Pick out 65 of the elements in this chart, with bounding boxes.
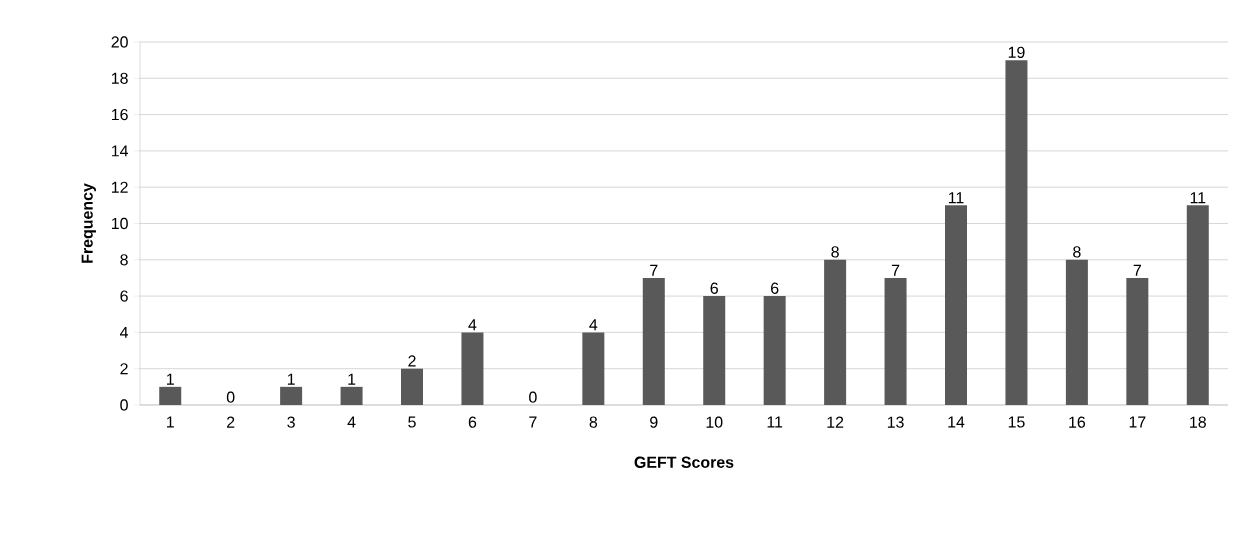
y-tick-label: 14: [111, 145, 129, 157]
data-label: 4: [589, 319, 598, 331]
x-tick-label: 18: [1190, 416, 1206, 428]
data-label: 19: [1008, 46, 1025, 58]
x-tick-label: 7: [529, 416, 537, 428]
x-tick-label: 17: [1129, 416, 1146, 428]
data-label: 2: [408, 355, 416, 367]
x-tick-label: 14: [948, 416, 965, 428]
data-label: 6: [771, 282, 779, 294]
data-label: 1: [167, 373, 174, 385]
bar: [280, 386, 303, 405]
data-label: 11: [1190, 192, 1206, 204]
y-tick-label: 10: [111, 217, 128, 230]
y-tick-label: 6: [120, 290, 128, 302]
bar: [945, 205, 968, 405]
y-tick-label: 20: [111, 36, 128, 48]
x-tick-label: 1: [167, 416, 174, 428]
bar: [1065, 259, 1088, 405]
data-label: 11: [948, 192, 964, 204]
y-tick-label: 16: [111, 108, 128, 121]
bar: [1186, 205, 1209, 405]
x-tick-label: 10: [706, 416, 723, 428]
data-label: 6: [710, 282, 718, 294]
data-label: 0: [529, 391, 537, 403]
data-label: 0: [226, 391, 235, 403]
bar: [582, 332, 605, 405]
bar: [461, 332, 484, 405]
data-label: 4: [468, 319, 477, 331]
y-axis-title: Frequency: [81, 183, 96, 263]
x-axis-title: GEFT Scores: [634, 456, 734, 468]
x-tick-label: 8: [589, 416, 598, 428]
x-tick-label: 3: [287, 416, 295, 428]
x-tick-label: 15: [1008, 416, 1025, 428]
bar: [159, 386, 182, 405]
x-tick-label: 4: [347, 416, 356, 428]
x-tick-label: 11: [767, 416, 783, 428]
bar: [642, 277, 665, 405]
x-tick-label: 16: [1069, 416, 1086, 428]
data-label: 7: [891, 264, 900, 276]
data-label: 7: [650, 264, 658, 276]
bar: [1005, 60, 1028, 405]
bar: [401, 368, 424, 405]
y-tick-label: 0: [120, 399, 128, 411]
bar: [884, 277, 907, 405]
data-label: 1: [348, 373, 356, 385]
y-tick-label: 18: [111, 72, 128, 84]
bar: [763, 296, 786, 405]
bar: [703, 296, 726, 405]
bar: [340, 386, 363, 405]
y-tick-label: 12: [111, 181, 128, 193]
data-label: 8: [831, 246, 839, 258]
bar: [1126, 277, 1149, 405]
x-tick-label: 9: [650, 416, 658, 428]
data-label: 7: [1133, 264, 1141, 276]
y-tick-label: 8: [120, 254, 128, 266]
y-tick-label: 2: [120, 363, 128, 375]
data-label: 8: [1073, 246, 1081, 258]
data-label: 1: [287, 373, 295, 385]
x-tick-label: 12: [827, 416, 844, 428]
y-tick-label: 4: [119, 326, 129, 338]
x-tick-label: 13: [887, 416, 904, 428]
bar: [824, 259, 847, 405]
x-tick-label: 6: [468, 416, 477, 428]
x-tick-label: 5: [408, 416, 416, 428]
x-tick-label: 2: [227, 416, 235, 428]
